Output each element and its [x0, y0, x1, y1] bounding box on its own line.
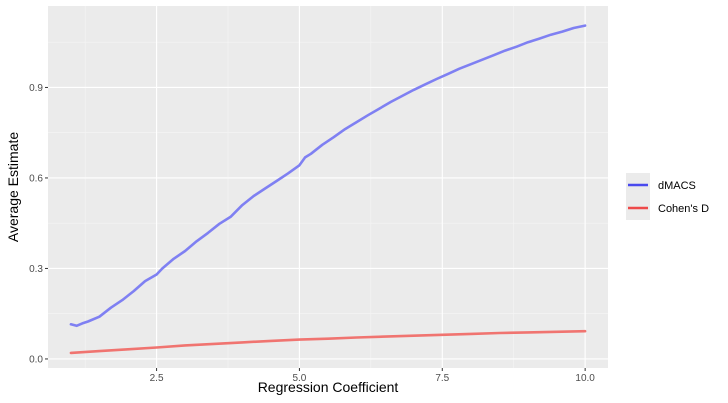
grid-minor	[48, 6, 608, 368]
y-tick-label: 0.6	[29, 173, 43, 184]
y-tick-label: 0.3	[29, 264, 43, 275]
x-tick-label: 5.0	[292, 373, 306, 384]
x-tick-label: 2.5	[150, 373, 164, 384]
y-axis: 0.0 0.3 0.6 0.9	[29, 83, 48, 365]
y-axis-title: Average Estimate	[5, 132, 21, 242]
legend-label-dmacs: dMACS	[658, 180, 696, 192]
y-tick-label: 0.0	[29, 354, 43, 365]
x-axis-title: Regression Coefficient	[258, 379, 399, 395]
series-line-cohen-s-d	[69, 329, 587, 355]
panel-background	[48, 6, 608, 368]
legend-label-cohens-d: Cohen's D	[658, 203, 709, 215]
x-axis: 2.5 5.0 7.5 10.0	[150, 368, 595, 384]
y-tick-label: 0.9	[29, 83, 43, 94]
x-tick-label: 10.0	[575, 373, 595, 384]
legend: dMACS Cohen's D	[626, 173, 709, 220]
series-layer	[69, 24, 587, 355]
series-line-dmacs	[69, 24, 587, 328]
grid-major	[48, 6, 608, 368]
x-tick-label: 7.5	[435, 373, 449, 384]
